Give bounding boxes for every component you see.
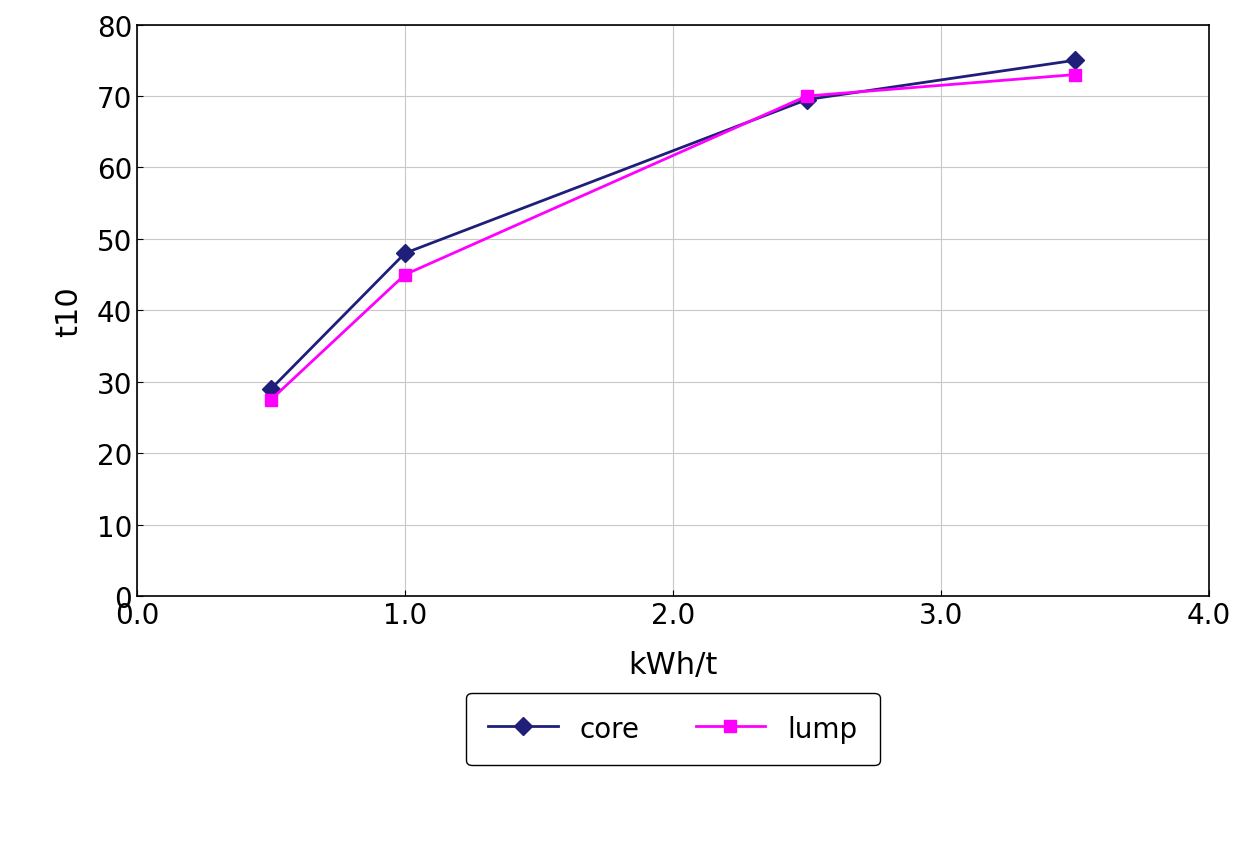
X-axis label: kWh/t: kWh/t [628, 650, 718, 679]
Legend: core, lump: core, lump [466, 693, 880, 765]
lump [264, 395, 279, 406]
lump [1067, 71, 1082, 81]
Line: core: core [264, 55, 1082, 395]
Y-axis label: t10: t10 [54, 285, 82, 337]
core [264, 384, 279, 394]
lump [799, 92, 814, 102]
core [1067, 56, 1082, 66]
lump [397, 270, 412, 280]
core [799, 95, 814, 106]
Line: lump: lump [264, 69, 1082, 406]
core [397, 249, 412, 259]
